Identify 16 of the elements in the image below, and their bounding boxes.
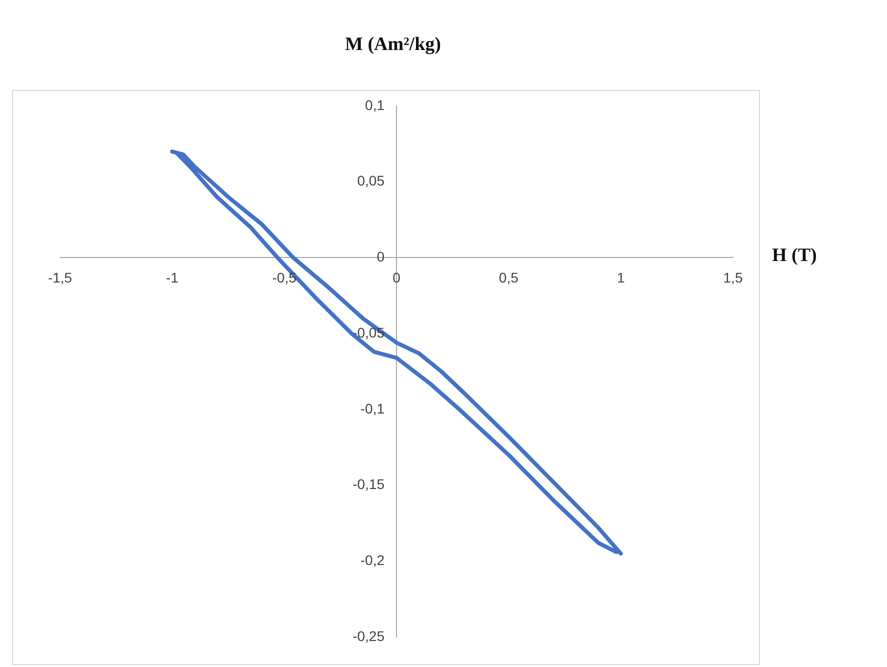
y-tick-label: -0,15 <box>352 476 385 492</box>
x-axis-title: H (T) <box>772 245 817 267</box>
y-tick-label: -0,2 <box>360 552 385 568</box>
y-axis-title: M (Am²/kg) <box>345 34 441 56</box>
x-tick-label: 0,5 <box>498 270 519 286</box>
x-tick-label: -0,5 <box>272 270 297 286</box>
x-tick-label: 1,5 <box>723 270 743 286</box>
x-tick-label: 1 <box>616 270 625 286</box>
x-tick-label: -1,5 <box>48 270 72 286</box>
x-tick-label: -1 <box>166 270 179 286</box>
y-tick-label: 0,05 <box>357 172 385 189</box>
y-tick-label: 0 <box>376 248 385 265</box>
y-tick-label: -0,1 <box>360 400 385 416</box>
y-tick-label: -0,25 <box>352 628 385 644</box>
y-tick-label: 0,1 <box>365 96 385 113</box>
x-tick-label: 0 <box>392 270 401 286</box>
